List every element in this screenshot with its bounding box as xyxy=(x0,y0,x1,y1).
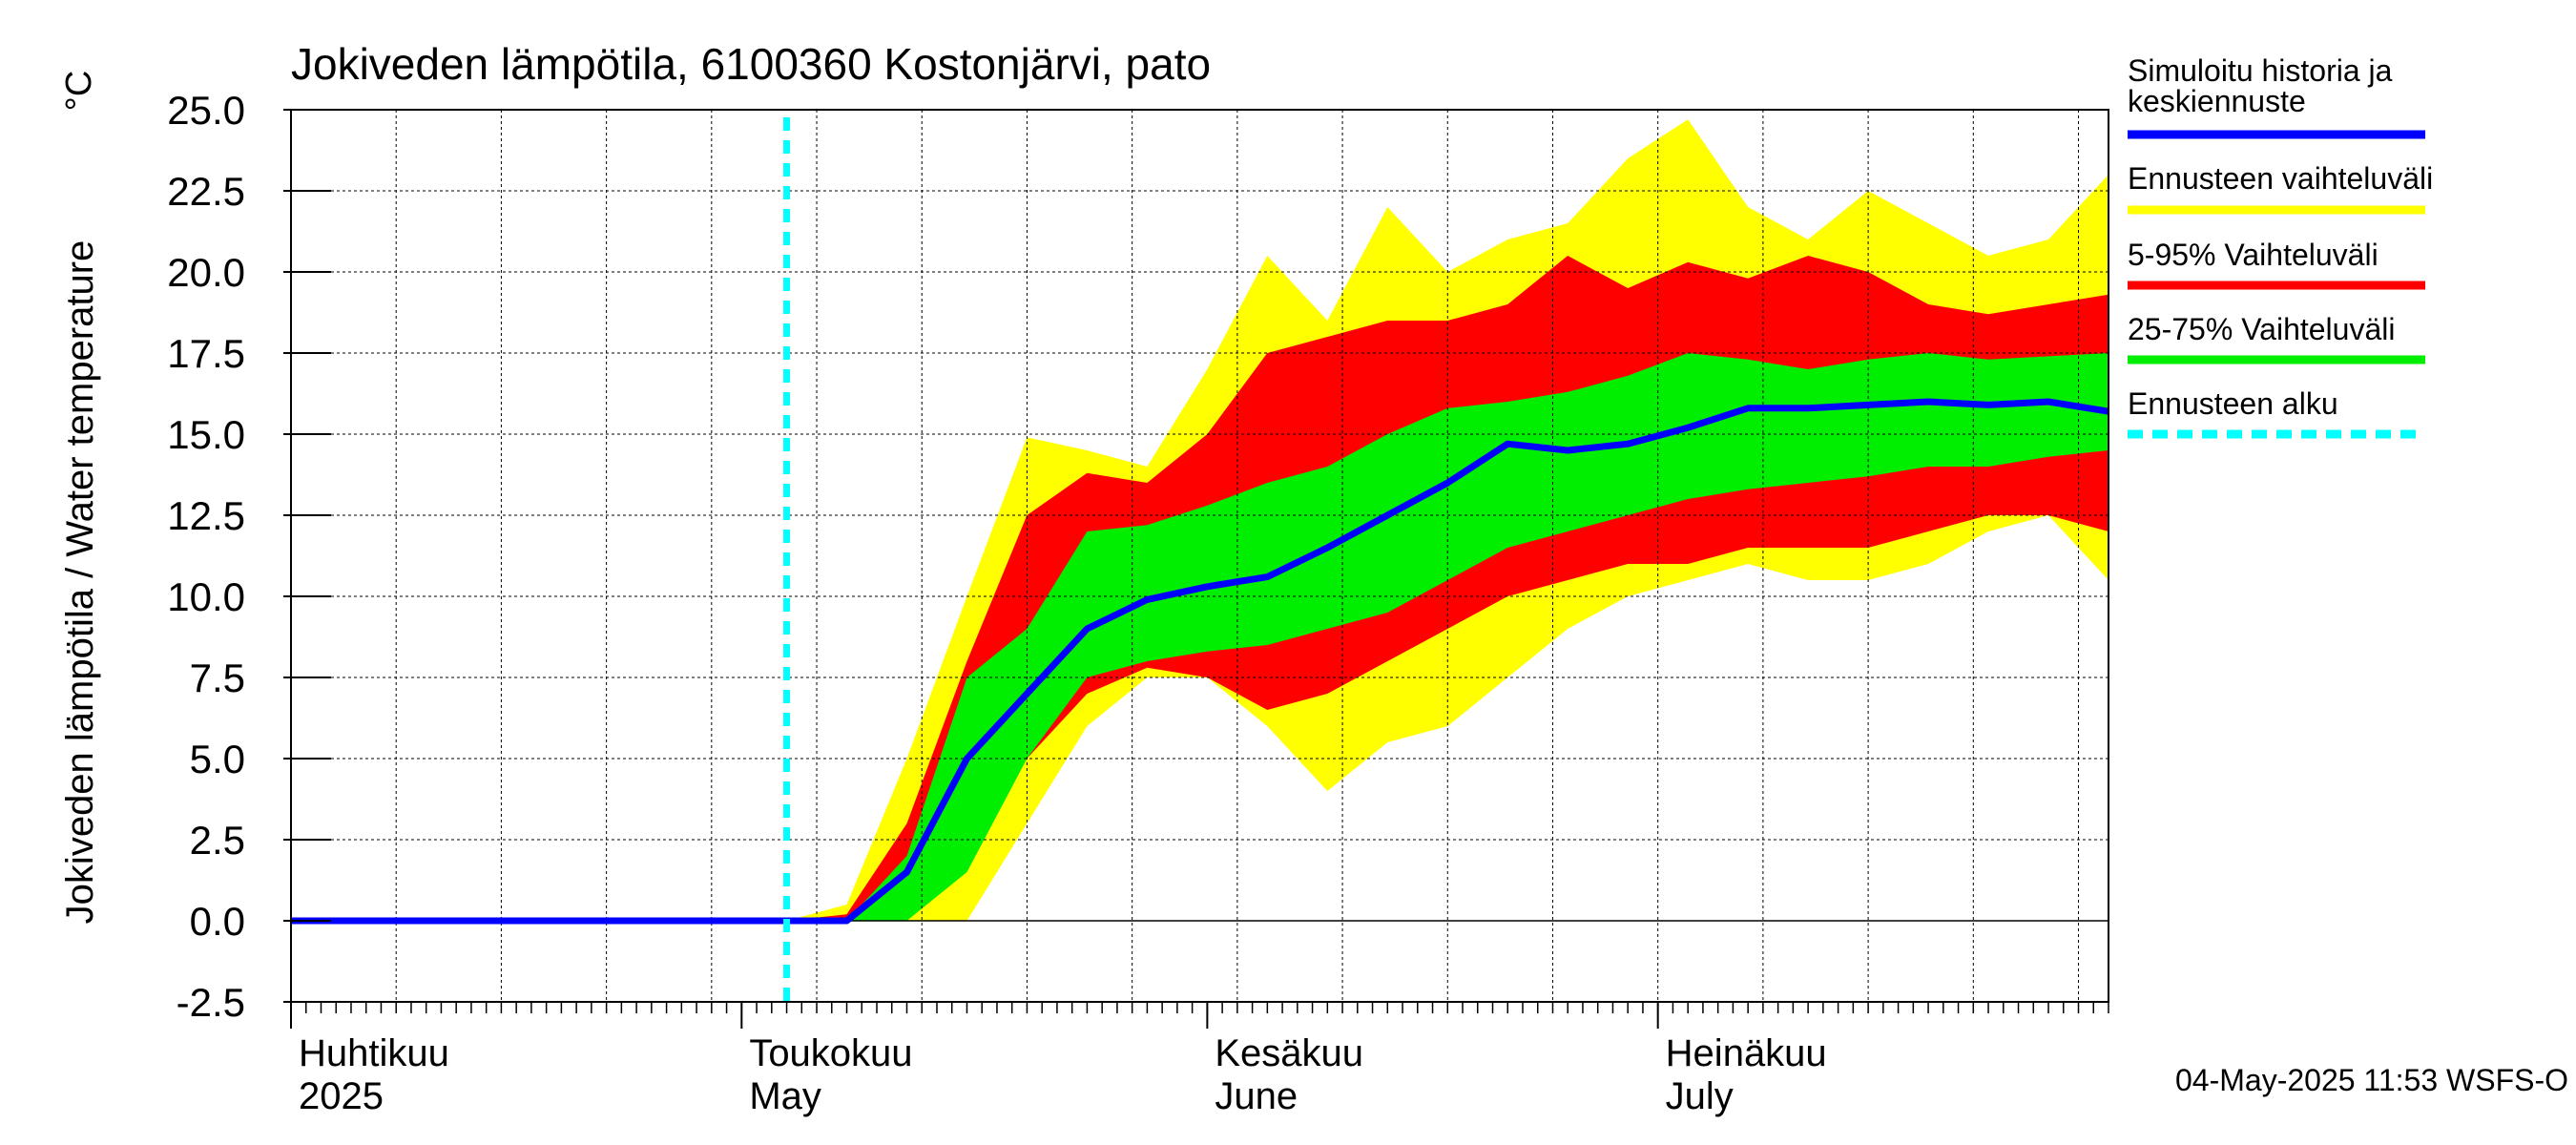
legend-label-0a: Simuloitu historia ja xyxy=(2128,53,2393,88)
y-axis-unit: °C xyxy=(59,71,99,112)
median-line xyxy=(291,398,2109,925)
median-series xyxy=(291,398,2109,925)
y-tick-label-11: -2.5 xyxy=(177,980,245,1025)
y-tick-label-10: 0.0 xyxy=(190,899,245,944)
y-axis-label: Jokiveden lämpötila / Water temperature xyxy=(59,240,101,925)
month-label-fi-0: Huhtikuu xyxy=(299,1032,449,1074)
chart-title: Jokiveden lämpötila, 6100360 Kostonjärvi… xyxy=(291,39,1211,89)
y-tick-label-0: 25.0 xyxy=(167,88,245,133)
y-tick-label-3: 17.5 xyxy=(167,331,245,376)
legend-label-3: 25-75% Vaihteluväli xyxy=(2128,312,2395,346)
month-label-en-3: July xyxy=(1666,1075,1734,1117)
legend-label-0b: keskiennuste xyxy=(2128,84,2306,118)
month-label-en-0: 2025 xyxy=(299,1075,384,1117)
y-tick-label-5: 12.5 xyxy=(167,493,245,538)
y-tick-label-9: 2.5 xyxy=(190,818,245,863)
legend-label-2: 5-95% Vaihteluväli xyxy=(2128,238,2379,272)
forecast-bands xyxy=(291,119,2109,921)
month-label-fi-1: Toukokuu xyxy=(749,1032,912,1074)
y-tick-label-2: 20.0 xyxy=(167,250,245,295)
month-label-fi-3: Heinäkuu xyxy=(1666,1032,1827,1074)
axis-ticks xyxy=(283,109,2109,1029)
legend-label-4: Ennusteen alku xyxy=(2128,386,2338,421)
month-label-en-1: May xyxy=(749,1075,821,1117)
legend-label-1: Ennusteen vaihteluväli xyxy=(2128,161,2433,196)
y-tick-label-4: 15.0 xyxy=(167,412,245,457)
timestamp-footer: 04-May-2025 11:53 WSFS-O xyxy=(2175,1063,2568,1097)
plot-frame xyxy=(290,109,2109,1003)
y-tick-label-8: 5.0 xyxy=(190,737,245,781)
y-tick-label-6: 10.0 xyxy=(167,574,245,619)
month-label-en-2: June xyxy=(1215,1075,1298,1117)
band-2 xyxy=(291,353,2109,921)
y-tick-label-1: 22.5 xyxy=(167,169,245,214)
y-tick-label-7: 7.5 xyxy=(190,656,245,700)
y-tick-labels: 25.0 22.5 20.0 17.5 15.0 12.5 10.0 7.5 5.0 2.5 0.0… xyxy=(167,88,245,1025)
month-label-fi-2: Kesäkuu xyxy=(1215,1032,1363,1074)
